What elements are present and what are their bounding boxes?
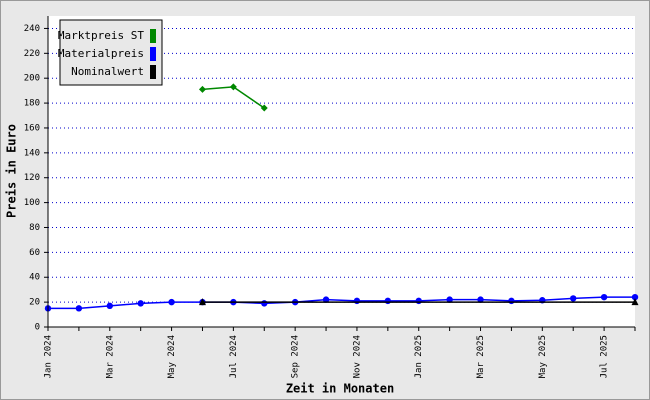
point	[322, 296, 330, 303]
y-tick-label: 80	[29, 223, 40, 233]
x-tick-label: Jul 2024	[229, 335, 239, 378]
marks	[44, 83, 639, 312]
point	[631, 298, 639, 306]
legend-label: Materialpreis	[58, 47, 144, 60]
point	[477, 296, 484, 303]
y-tick-label: 220	[24, 49, 40, 59]
point	[384, 297, 392, 305]
x-tick-label: Jan 2024	[44, 335, 54, 378]
point	[570, 295, 577, 302]
y-tick-label: 20	[29, 298, 40, 308]
point	[168, 298, 175, 306]
point	[75, 305, 83, 312]
point	[261, 300, 268, 307]
legend-label: Nominalwert	[71, 65, 144, 78]
x-tick-label: Jul 2025	[600, 335, 610, 378]
y-tick-label: 60	[29, 248, 40, 258]
point	[198, 85, 206, 93]
point	[600, 293, 608, 301]
y-tick-label: 100	[24, 198, 40, 208]
legend-swatch	[150, 29, 156, 43]
y-tick-label: 200	[24, 74, 40, 84]
point	[353, 297, 361, 305]
legend-box	[59, 19, 163, 86]
y-tick-label: 40	[29, 273, 40, 283]
legend-swatch	[150, 47, 156, 61]
point	[137, 300, 144, 307]
legend-swatch	[150, 65, 156, 79]
point	[106, 302, 113, 310]
x-tick-label: Mar 2025	[476, 335, 486, 378]
x-tick-label: Nov 2024	[352, 335, 362, 378]
point	[508, 297, 515, 305]
x-tick-label: Mar 2024	[105, 335, 115, 378]
grid: 0 20 40 60 80 100 120 140 160 180 200 220 240 Jan 202…	[24, 24, 636, 378]
y-tick-label: 160	[24, 123, 40, 133]
point	[446, 296, 453, 303]
y-tick-label: 240	[24, 24, 40, 34]
y-tick-label: 140	[24, 148, 40, 158]
series-line	[48, 296, 635, 310]
y-tick-label: 120	[24, 173, 40, 183]
y-tick-label: 180	[24, 99, 40, 109]
y-tick-label: 0	[35, 323, 40, 333]
x-axis-title: Zeit in Monaten	[286, 382, 394, 396]
x-tick-label: May 2024	[167, 335, 177, 378]
x-tick-label: Sep 2024	[291, 335, 301, 378]
point	[229, 83, 237, 91]
point	[415, 297, 422, 305]
point	[260, 104, 268, 112]
x-tick-label: May 2025	[538, 335, 548, 378]
legend: Marktpreis ST Materialpreis Nominalwert	[58, 19, 163, 86]
point	[631, 293, 639, 301]
x-tick-label: Jan 2025	[414, 335, 424, 378]
point	[198, 298, 206, 306]
y-axis-title: Preis in Euro	[5, 124, 19, 218]
legend-label: Marktpreis ST	[58, 29, 144, 42]
